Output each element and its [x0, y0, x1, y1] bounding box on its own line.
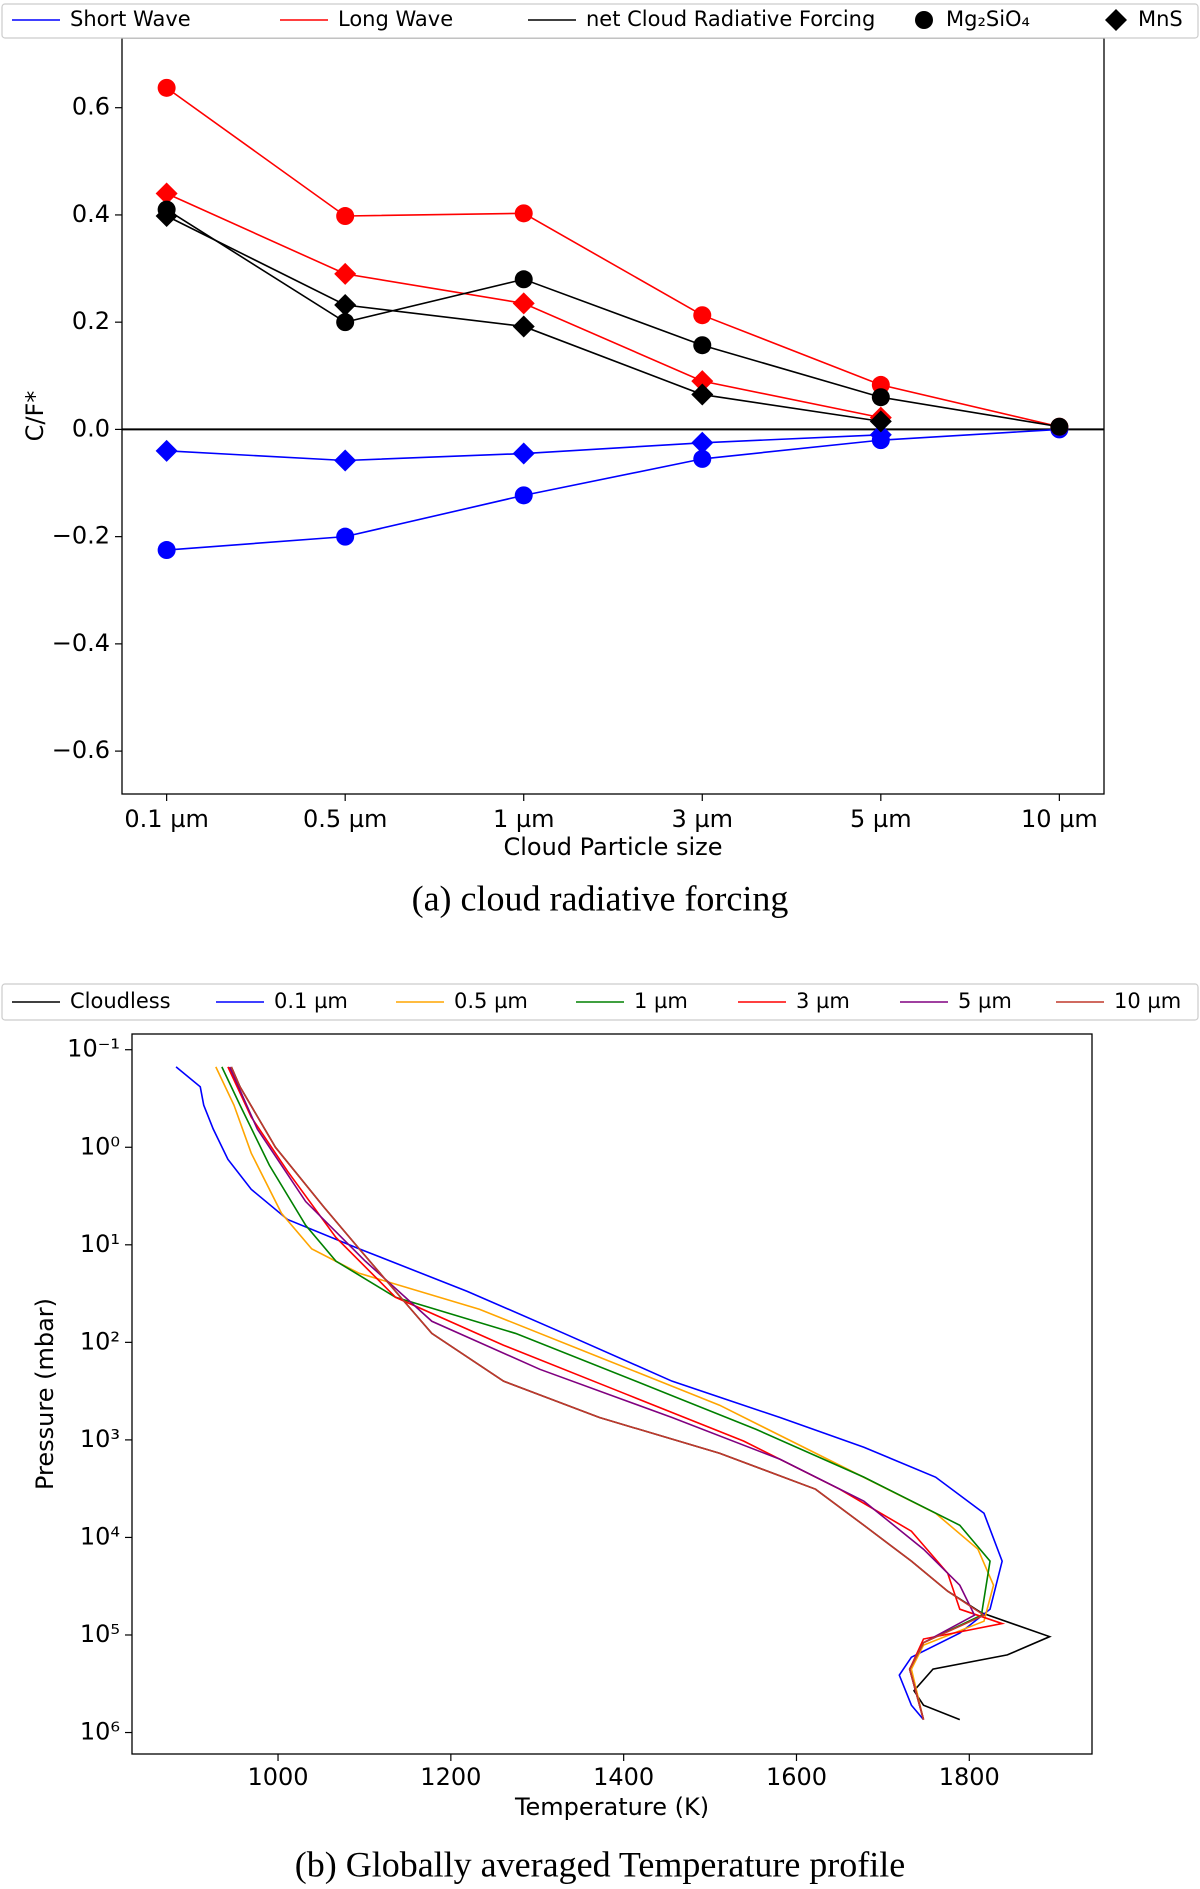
- series-line: [166, 208, 1060, 428]
- data-point: [334, 294, 357, 317]
- data-point: [334, 262, 357, 285]
- legend-label: Mg₂SiO₄: [946, 7, 1030, 31]
- data-point: [336, 527, 355, 546]
- data-point: [336, 207, 355, 226]
- data-point: [155, 439, 178, 462]
- series-line: [166, 87, 1060, 428]
- x-tick-label: 1400: [593, 1763, 654, 1791]
- legend-label: MnS: [1138, 7, 1183, 31]
- x-tick-label: 0.5 µm: [303, 805, 387, 833]
- y-tick-label: −0.4: [52, 629, 110, 657]
- data-point: [693, 306, 712, 325]
- data-point: [514, 486, 533, 505]
- plot-frame: [131, 1033, 1093, 1755]
- data-point: [693, 336, 712, 355]
- legend-label: 0.1 µm: [274, 989, 348, 1013]
- legend-label: Short Wave: [70, 7, 191, 31]
- legend-box: [1, 3, 1199, 39]
- series-line: [227, 1066, 1006, 1720]
- legend-marker: [1105, 9, 1127, 31]
- x-tick-label: 1800: [939, 1763, 1000, 1791]
- x-tick-label: 1200: [420, 1763, 481, 1791]
- x-tick-label: 0.1 µm: [124, 805, 208, 833]
- data-point: [512, 442, 535, 465]
- y-tick-label: 0.4: [72, 200, 110, 228]
- data-point: [1050, 417, 1069, 436]
- data-point: [514, 270, 533, 289]
- y-tick-label: 0.6: [72, 93, 110, 121]
- caption: (a) cloud radiative forcing: [412, 878, 789, 918]
- data-point: [157, 78, 176, 97]
- legend-label: Cloudless: [70, 989, 171, 1013]
- x-axis-label: Cloud Particle size: [503, 833, 722, 861]
- y-tick-label: 0.2: [72, 307, 110, 335]
- x-tick-label: 1000: [247, 1763, 308, 1791]
- series-line: [230, 1066, 986, 1720]
- legend-label: 3 µm: [796, 989, 850, 1013]
- legend-marker: [915, 11, 933, 29]
- data-point: [512, 292, 535, 315]
- y-tick-label: 10³: [80, 1425, 120, 1453]
- data-point: [155, 205, 178, 228]
- x-tick-label: 3 µm: [671, 805, 733, 833]
- data-point: [869, 423, 892, 446]
- legend-label: 0.5 µm: [454, 989, 528, 1013]
- y-tick-label: 10⁵: [80, 1620, 120, 1648]
- legend-label: 5 µm: [958, 989, 1012, 1013]
- y-tick-label: −0.2: [52, 522, 110, 550]
- data-point: [514, 204, 533, 223]
- legend-label: Long Wave: [338, 7, 453, 31]
- data-point: [691, 431, 714, 454]
- legend-label: 1 µm: [634, 989, 688, 1013]
- y-axis-label: Pressure (mbar): [31, 1298, 59, 1490]
- data-point: [871, 375, 890, 394]
- x-tick-label: 1 µm: [493, 805, 555, 833]
- data-point: [691, 383, 714, 406]
- y-tick-label: 10⁰: [80, 1132, 120, 1160]
- y-tick-label: 10⁻¹: [67, 1035, 120, 1063]
- data-point: [334, 449, 357, 472]
- data-point: [157, 541, 176, 560]
- data-point: [869, 410, 892, 433]
- data-point: [691, 370, 714, 393]
- series-line: [228, 1066, 976, 1720]
- series-line: [230, 1066, 1052, 1721]
- plot-frame: [121, 37, 1105, 795]
- legend-label: 10 µm: [1114, 989, 1181, 1013]
- data-point: [693, 449, 712, 468]
- y-tick-label: −0.6: [52, 736, 110, 764]
- x-tick-label: 5 µm: [850, 805, 912, 833]
- y-axis-label: C/F*: [21, 391, 49, 442]
- y-tick-label: 10⁴: [80, 1522, 120, 1550]
- x-axis-label: Temperature (K): [514, 1793, 709, 1821]
- caption: (b) Globally averaged Temperature profil…: [295, 1844, 906, 1884]
- series-line: [166, 428, 1060, 551]
- y-tick-label: 10¹: [80, 1230, 120, 1258]
- x-tick-label: 1600: [766, 1763, 827, 1791]
- data-point: [155, 182, 178, 205]
- series-line: [215, 1066, 995, 1720]
- data-point: [871, 388, 890, 407]
- y-tick-label: 10⁶: [80, 1718, 120, 1746]
- data-point: [512, 315, 535, 338]
- y-tick-label: 10²: [80, 1327, 120, 1355]
- y-tick-label: 0.0: [72, 414, 110, 442]
- data-point: [336, 313, 355, 332]
- x-tick-label: 10 µm: [1021, 805, 1098, 833]
- legend-label: net Cloud Radiative Forcing: [586, 7, 875, 31]
- series-line: [175, 1066, 1003, 1721]
